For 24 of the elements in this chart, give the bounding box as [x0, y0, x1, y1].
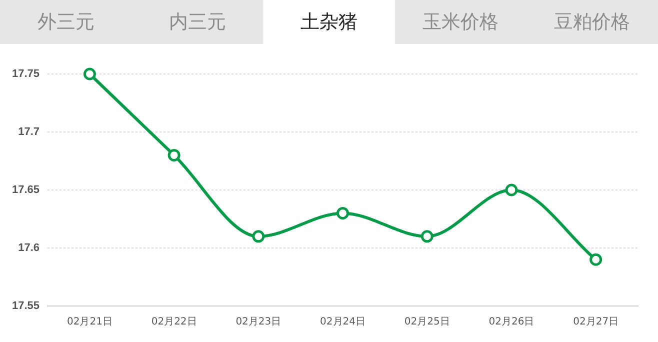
x-tick-label: 02月27日 [573, 316, 619, 328]
y-tick-label: 17.55 [12, 300, 40, 312]
text: 内三元 [168, 10, 227, 35]
x-tick-label: 02月25日 [404, 316, 450, 328]
point [420, 230, 434, 243]
point [83, 68, 96, 80]
point [590, 253, 602, 266]
point [168, 148, 180, 162]
point [505, 184, 518, 196]
x-tick-label: 02月22日 [151, 316, 197, 328]
y-tick-label: 17.75 [12, 68, 40, 80]
y-tick-label: 17.65 [12, 184, 40, 196]
text: 外三元 [36, 10, 96, 35]
point [336, 206, 350, 220]
x-tick-label: 02月24日 [320, 316, 366, 328]
chart-title: 土杂猪 [263, 0, 395, 44]
y-tick-label: 17.7 [18, 126, 40, 138]
y-tick-label: 17.6 [18, 242, 40, 254]
x-tick-label: 02月23日 [236, 316, 282, 328]
text: 玉米价格 [422, 10, 500, 35]
point [252, 230, 265, 243]
text: 豆粕价格 [553, 10, 632, 35]
x-tick-label: 02月21日 [66, 316, 112, 328]
x-tick-label: 02月26日 [488, 316, 534, 328]
